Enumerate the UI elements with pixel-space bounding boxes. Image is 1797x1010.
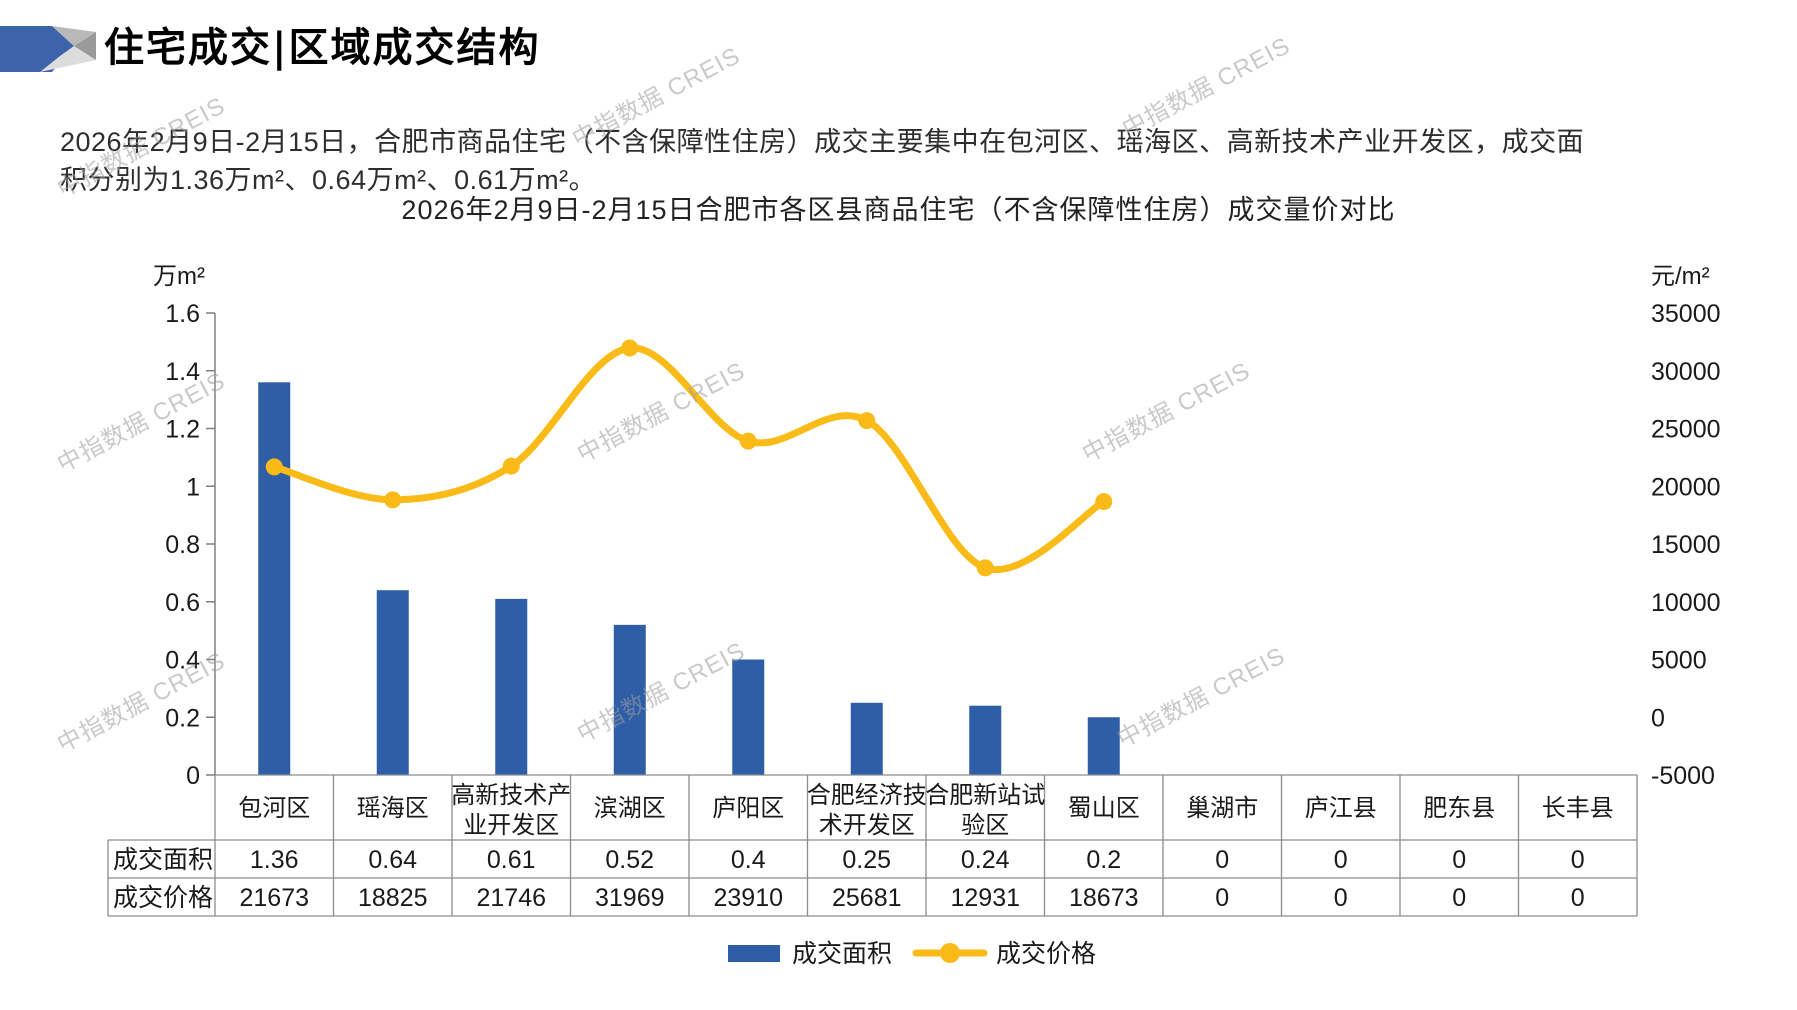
table-value-cell: 0 bbox=[1334, 846, 1348, 874]
area-bar bbox=[613, 624, 646, 775]
left-axis-tick-label: 0.6 bbox=[165, 589, 200, 617]
price-line bbox=[270, 344, 1108, 574]
table-value-cell: 0 bbox=[1452, 884, 1466, 912]
table-value-cell: 21673 bbox=[239, 884, 309, 912]
table-value-cell: 0 bbox=[1334, 884, 1348, 912]
summary-text: 2026年2月9日-2月15日，合肥市商品住宅（不含保障性住房）成交主要集中在包… bbox=[60, 127, 1585, 195]
table-header-cell: 庐阳区 bbox=[712, 795, 784, 822]
legend-area-swatch bbox=[728, 945, 780, 962]
right-axis-tick-label: 15000 bbox=[1651, 531, 1721, 559]
table-header-cell: 巢湖市 bbox=[1186, 795, 1258, 822]
table-value-cell: 1.36 bbox=[250, 846, 299, 874]
table-header-cell: 合肥经济技 bbox=[807, 782, 927, 809]
left-axis-tick-label: 1.6 bbox=[165, 300, 200, 328]
area-bar bbox=[732, 659, 765, 775]
price-marker bbox=[621, 339, 639, 357]
left-axis-unit: 万m² bbox=[153, 263, 205, 290]
chart-title: 2026年2月9日-2月15日合肥市各区县商品住宅（不含保障性住房）成交量价对比 bbox=[401, 195, 1396, 225]
left-axis-tick-label: 0.2 bbox=[165, 704, 200, 732]
right-axis-tick-label: 5000 bbox=[1651, 647, 1707, 675]
right-axis-tick-label: 25000 bbox=[1651, 416, 1721, 444]
table-value-cell: 0 bbox=[1452, 846, 1466, 874]
table-header-cell: 业开发区 bbox=[463, 812, 559, 839]
table-value-cell: 12931 bbox=[950, 884, 1020, 912]
table-header-cell: 肥东县 bbox=[1423, 795, 1495, 822]
table-header-cell: 长丰县 bbox=[1542, 795, 1614, 822]
legend-area-label: 成交面积 bbox=[792, 940, 892, 968]
left-axis-tick-label: 1.2 bbox=[165, 416, 200, 444]
table-header-cell: 蜀山区 bbox=[1068, 795, 1140, 822]
area-bar bbox=[495, 598, 528, 775]
table-value-cell: 0.2 bbox=[1086, 846, 1121, 874]
right-axis-tick-label: 35000 bbox=[1651, 300, 1721, 328]
report-header: 住宅成交|区域成交结构 bbox=[0, 14, 541, 74]
table-value-cell: 0.4 bbox=[731, 846, 766, 874]
table-row-label: 成交价格 bbox=[113, 884, 213, 912]
table-value-cell: 0 bbox=[1215, 846, 1229, 874]
area-bar bbox=[969, 705, 1002, 775]
table-header-cell: 高新技术产 bbox=[451, 782, 571, 809]
table-header-cell: 合肥新站试 bbox=[925, 782, 1045, 809]
area-bar bbox=[850, 702, 883, 775]
table-value-cell: 0.25 bbox=[842, 846, 891, 874]
right-axis-tick-label: 30000 bbox=[1651, 358, 1721, 386]
page-title: 住宅成交|区域成交结构 bbox=[104, 24, 541, 71]
price-marker bbox=[1095, 493, 1113, 511]
right-axis-tick-label: -5000 bbox=[1651, 762, 1715, 790]
table-header-cell: 庐江县 bbox=[1305, 795, 1377, 822]
right-axis-tick-label: 0 bbox=[1651, 704, 1665, 732]
table-header-cell: 验区 bbox=[961, 812, 1009, 839]
legend-price-marker bbox=[940, 943, 960, 963]
left-axis-tick-label: 1.4 bbox=[165, 358, 200, 386]
right-axis-tick-label: 10000 bbox=[1651, 589, 1721, 617]
right-axis-tick-label: 20000 bbox=[1651, 473, 1721, 501]
price-marker bbox=[384, 491, 402, 509]
table-value-cell: 0 bbox=[1215, 884, 1229, 912]
table-value-cell: 0 bbox=[1571, 884, 1585, 912]
right-axis-unit: 元/m² bbox=[1651, 263, 1710, 290]
table-row-label: 成交面积 bbox=[113, 846, 213, 874]
table-header-cell: 滨湖区 bbox=[594, 795, 666, 822]
table-value-cell: 0.64 bbox=[368, 846, 417, 874]
table-header-cell: 包河区 bbox=[238, 795, 310, 822]
left-axis-tick-label: 0 bbox=[186, 762, 200, 790]
table-header-cell: 术开发区 bbox=[819, 812, 915, 839]
table-value-cell: 0.52 bbox=[605, 846, 654, 874]
table-value-cell: 21746 bbox=[476, 884, 546, 912]
legend-price-label: 成交价格 bbox=[996, 940, 1096, 968]
table-value-cell: 23910 bbox=[713, 884, 783, 912]
table-value-cell: 18673 bbox=[1069, 884, 1139, 912]
logo-icon bbox=[0, 26, 96, 72]
left-axis-tick-label: 0.8 bbox=[165, 531, 200, 559]
price-marker bbox=[502, 457, 520, 475]
table-value-cell: 25681 bbox=[832, 884, 902, 912]
left-axis-tick-label: 0.4 bbox=[165, 647, 200, 675]
left-axis-tick-label: 1 bbox=[186, 473, 200, 501]
table-value-cell: 0.24 bbox=[961, 846, 1010, 874]
table-value-cell: 18825 bbox=[358, 884, 428, 912]
price-marker bbox=[739, 432, 757, 450]
area-bar bbox=[376, 590, 409, 775]
area-bar bbox=[258, 382, 291, 775]
price-marker bbox=[976, 559, 994, 577]
table-value-cell: 31969 bbox=[595, 884, 665, 912]
area-bar bbox=[1087, 717, 1120, 775]
price-marker bbox=[265, 458, 283, 476]
table-value-cell: 0 bbox=[1571, 846, 1585, 874]
table-value-cell: 0.61 bbox=[487, 846, 536, 874]
table-header-cell: 瑶海区 bbox=[357, 795, 429, 822]
price-marker bbox=[858, 412, 876, 430]
